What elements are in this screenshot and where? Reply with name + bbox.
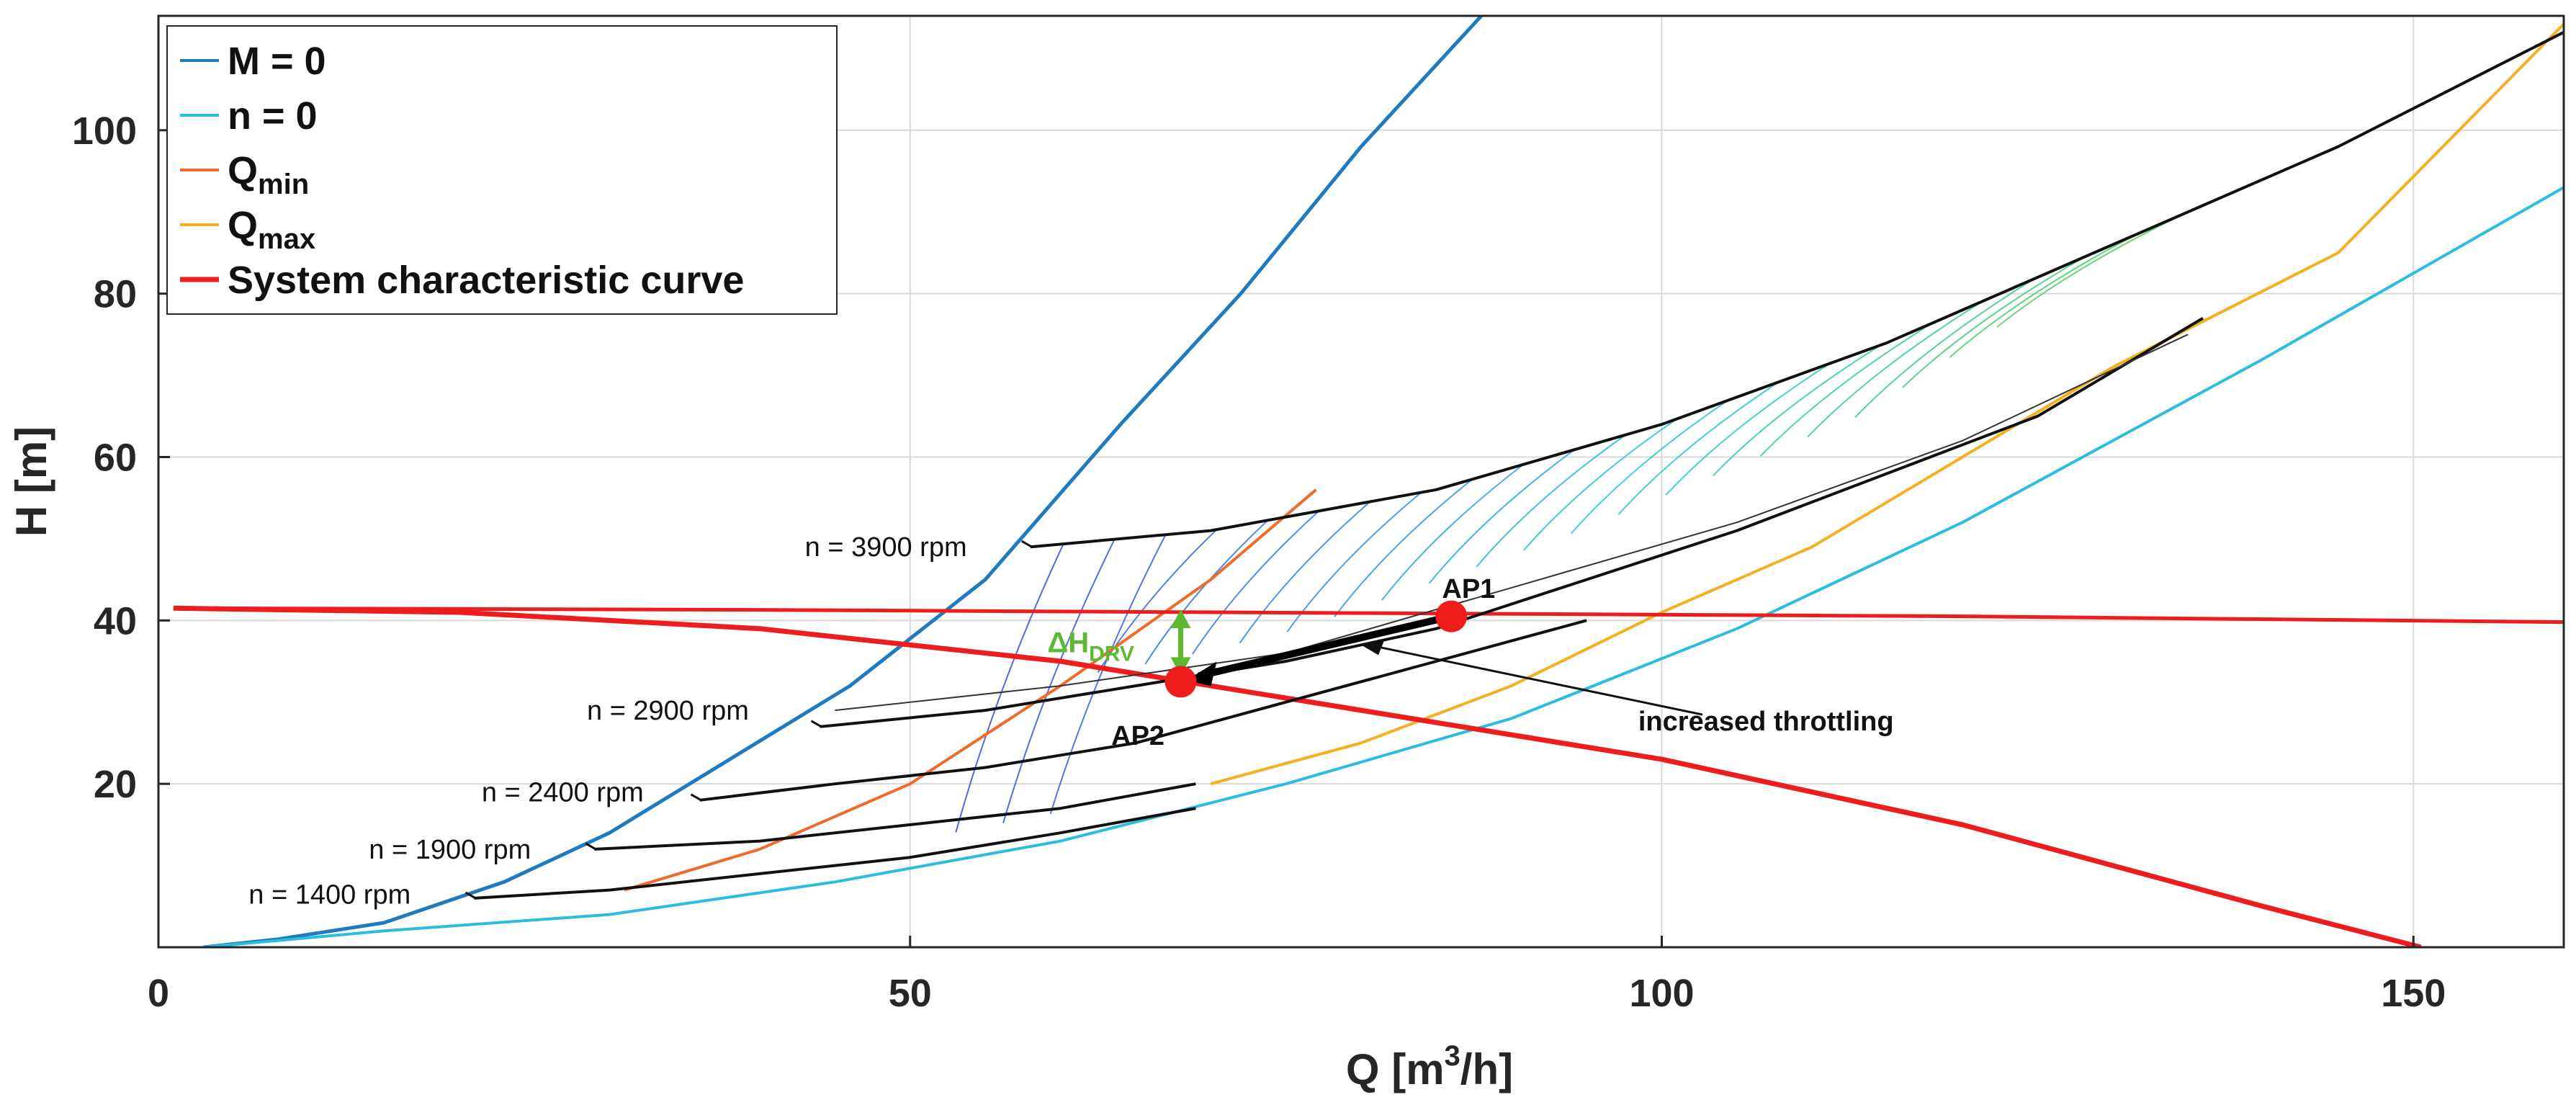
mesh-line	[1476, 434, 1626, 568]
series-sys	[173, 605, 2422, 947]
throttling-arrow-head	[1361, 640, 1384, 656]
mesh-line	[1949, 233, 2137, 358]
y-axis-label: H [m]	[7, 426, 55, 537]
x-tick-label: 0	[148, 972, 169, 1015]
series-qmax	[1210, 22, 2564, 786]
y-tick-label: 20	[94, 763, 137, 806]
y-tick-label: 80	[94, 273, 137, 316]
mesh-line	[1097, 529, 1218, 674]
speed-label: n = 1900 rpm	[369, 835, 531, 865]
annotations: n = 3900 rpm n = 2900 rpm n = 2400 rpm n = …	[248, 532, 1893, 910]
mesh-line	[1617, 381, 1780, 515]
series-lines	[173, 16, 2564, 947]
mesh-line	[1713, 344, 1882, 477]
series-n0	[203, 186, 2564, 947]
mesh-line	[1381, 463, 1525, 601]
mesh-line	[1428, 449, 1576, 584]
throttling-label: increased throttling	[1638, 707, 1894, 737]
y-tick-label: 100	[72, 109, 137, 153]
speed-label: n = 1400 rpm	[248, 880, 410, 910]
speed-label-leader	[1021, 540, 1033, 548]
legend-label-sys: System characteristic curve	[228, 259, 744, 302]
legend-label-n0: n = 0	[228, 94, 318, 138]
mesh-line	[1002, 539, 1116, 823]
x-axis-label: Q [m3/h]	[1346, 1040, 1513, 1093]
series-thin1	[835, 334, 2189, 712]
mesh-line	[1570, 400, 1728, 534]
mesh-line	[955, 543, 1064, 833]
operating-point-label: AP2	[1111, 721, 1164, 751]
mesh-line	[1144, 519, 1269, 665]
operating-point-ap1	[1435, 600, 1468, 632]
legend-box	[166, 25, 838, 315]
speed-label: n = 2400 rpm	[482, 778, 644, 808]
plot-frame	[157, 14, 2565, 949]
speed-label-leader	[810, 720, 822, 728]
series-n1400	[474, 807, 1196, 900]
operating-point-label: AP1	[1442, 574, 1495, 604]
x-tick-label: 100	[1629, 972, 1694, 1015]
legend-label-m0: M = 0	[228, 40, 326, 83]
mesh-line	[1049, 534, 1167, 815]
speed-label-leader	[465, 891, 477, 900]
x-tick-label: 50	[889, 972, 932, 1015]
speed-label: n = 3900 rpm	[805, 532, 967, 563]
operating-point-ap2	[1164, 666, 1197, 698]
speed-label: n = 2900 rpm	[587, 696, 749, 726]
series-n2400	[699, 619, 1587, 802]
mesh-line	[1901, 256, 2086, 388]
mesh-line	[1665, 362, 1831, 496]
mesh-line	[1996, 211, 2189, 328]
speed-label-leader	[585, 842, 597, 851]
series-qmin	[624, 488, 1317, 892]
y-tick-label: 60	[94, 436, 137, 479]
y-tick-label: 40	[94, 599, 137, 643]
mesh-line	[1239, 501, 1371, 644]
mesh-line	[1192, 510, 1320, 655]
delta-h-arrow-head	[1170, 609, 1191, 628]
efficiency-mesh	[955, 211, 2189, 833]
series-n1900	[594, 782, 1196, 851]
mesh-line	[1854, 277, 2035, 419]
mesh-line	[1523, 418, 1677, 551]
axes: 0 50 100 150 20 40 60 80 100 Q [m3/h] H [m]	[7, 14, 2565, 1093]
mesh-line	[1759, 322, 1933, 457]
series-m0	[203, 16, 1483, 947]
throttling-arrow	[1375, 645, 1703, 716]
series-n2900	[820, 316, 2204, 728]
series-sys2	[173, 606, 2564, 625]
series-n3900	[1030, 30, 2564, 549]
mesh-line	[1807, 300, 1984, 438]
mesh-line	[1334, 478, 1473, 617]
speed-label-leader	[690, 793, 702, 802]
shift-arrow-shaft	[1198, 612, 1453, 680]
x-tick-label: 150	[2381, 972, 2446, 1015]
